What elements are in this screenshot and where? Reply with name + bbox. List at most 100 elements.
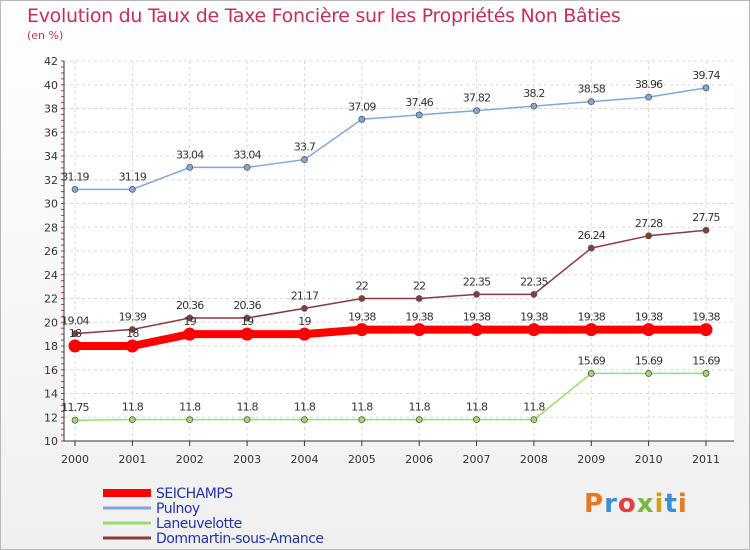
data-label: 37.09	[348, 100, 376, 113]
data-point	[358, 115, 366, 123]
data-label: 19.38	[520, 311, 548, 324]
data-point	[301, 304, 308, 312]
data-label: 19.38	[405, 311, 433, 324]
data-point	[186, 163, 194, 171]
data-point	[240, 327, 254, 341]
y-tick-label: 32	[44, 174, 58, 187]
data-point	[183, 327, 197, 341]
data-label: 26.24	[578, 229, 606, 242]
data-point	[301, 156, 308, 163]
data-label: 11.8	[179, 401, 201, 414]
data-point	[358, 295, 366, 302]
data-label: 18	[69, 327, 82, 340]
x-tick-label: 2009	[577, 453, 605, 466]
data-point	[243, 314, 251, 322]
data-label: 27.75	[692, 211, 720, 224]
data-point	[645, 232, 653, 240]
x-tick-label: 2002	[176, 453, 204, 466]
data-label: 11.8	[236, 401, 258, 414]
data-label: 39.74	[692, 69, 720, 82]
legend-label: Pulnoy	[156, 501, 200, 517]
y-tick-label: 16	[44, 364, 58, 377]
y-tick-label: 18	[44, 340, 58, 353]
data-label: 19.38	[692, 311, 720, 324]
series-line-seichamps	[75, 325, 706, 350]
data-label: 33.7	[294, 141, 316, 154]
data-point	[415, 416, 423, 424]
data-point	[530, 290, 538, 298]
y-tick-label: 34	[44, 150, 58, 163]
x-tick-label: 2005	[348, 453, 376, 466]
data-label: 19.38	[578, 311, 606, 324]
data-point	[243, 416, 251, 424]
data-point	[702, 370, 710, 377]
proxiti-logo: Proxiti	[584, 489, 688, 519]
data-point	[71, 330, 79, 338]
data-point	[186, 314, 194, 322]
data-point	[473, 107, 480, 115]
data-point	[587, 244, 595, 252]
data-point	[415, 111, 423, 119]
data-label: 11.8	[294, 401, 316, 414]
data-point	[415, 295, 423, 302]
data-point	[587, 98, 595, 106]
data-label: 31.19	[119, 170, 147, 183]
data-point	[527, 323, 541, 337]
legend-label: Dommartin-sous-Amance	[156, 531, 324, 547]
data-label: 11.8	[122, 401, 144, 414]
x-tick-label: 2006	[405, 453, 433, 466]
data-label: 19.04	[61, 315, 89, 328]
data-point	[355, 323, 369, 337]
data-point	[470, 323, 484, 337]
data-label: 19.38	[635, 311, 663, 324]
data-point	[587, 370, 595, 377]
data-label: 19.38	[348, 311, 376, 324]
data-label: 11.8	[466, 401, 488, 414]
y-tick-label: 38	[44, 103, 58, 116]
y-tick-label: 12	[44, 411, 58, 424]
data-point	[702, 84, 710, 92]
data-label: 19.39	[119, 310, 147, 323]
data-label: 15.69	[692, 354, 720, 367]
data-label: 19.38	[463, 311, 491, 324]
y-tick-label: 30	[44, 198, 58, 211]
x-tick-label: 2004	[290, 453, 318, 466]
series-line-laneuvelotte	[74, 372, 706, 421]
data-point	[702, 226, 710, 234]
data-point	[243, 163, 251, 171]
data-label: 38.58	[578, 83, 606, 96]
data-point	[412, 323, 426, 337]
data-point	[128, 326, 136, 333]
y-tick-label: 20	[44, 316, 58, 329]
series-line-pulnoy	[75, 87, 707, 191]
data-point	[128, 416, 136, 424]
data-point	[128, 185, 136, 193]
data-label: 37.82	[463, 92, 491, 105]
y-tick-label: 24	[44, 269, 58, 282]
y-tick-label: 40	[44, 79, 58, 92]
data-point	[186, 416, 194, 424]
x-tick-label: 2007	[463, 453, 491, 466]
y-tick-label: 36	[44, 126, 58, 139]
legend-label: SEICHAMPS	[156, 486, 233, 502]
data-label: 38.96	[635, 78, 663, 91]
data-label: 37.46	[405, 96, 433, 109]
data-label: 11.8	[523, 401, 545, 414]
data-point	[125, 339, 139, 353]
data-label: 27.28	[635, 217, 663, 230]
data-label: 11.8	[409, 401, 431, 414]
x-tick-label: 2003	[233, 453, 261, 466]
data-label: 11.8	[351, 401, 373, 414]
data-point	[699, 323, 713, 337]
data-label: 15.69	[635, 354, 663, 367]
data-label: 33.04	[176, 148, 204, 161]
data-label: 38.2	[523, 87, 544, 100]
data-label: 31.19	[61, 170, 89, 183]
data-label: 33.04	[233, 148, 261, 161]
data-point	[645, 370, 653, 377]
x-tick-label: 2001	[118, 453, 146, 466]
data-label: 19	[241, 315, 254, 328]
data-label: 22.35	[520, 275, 548, 288]
